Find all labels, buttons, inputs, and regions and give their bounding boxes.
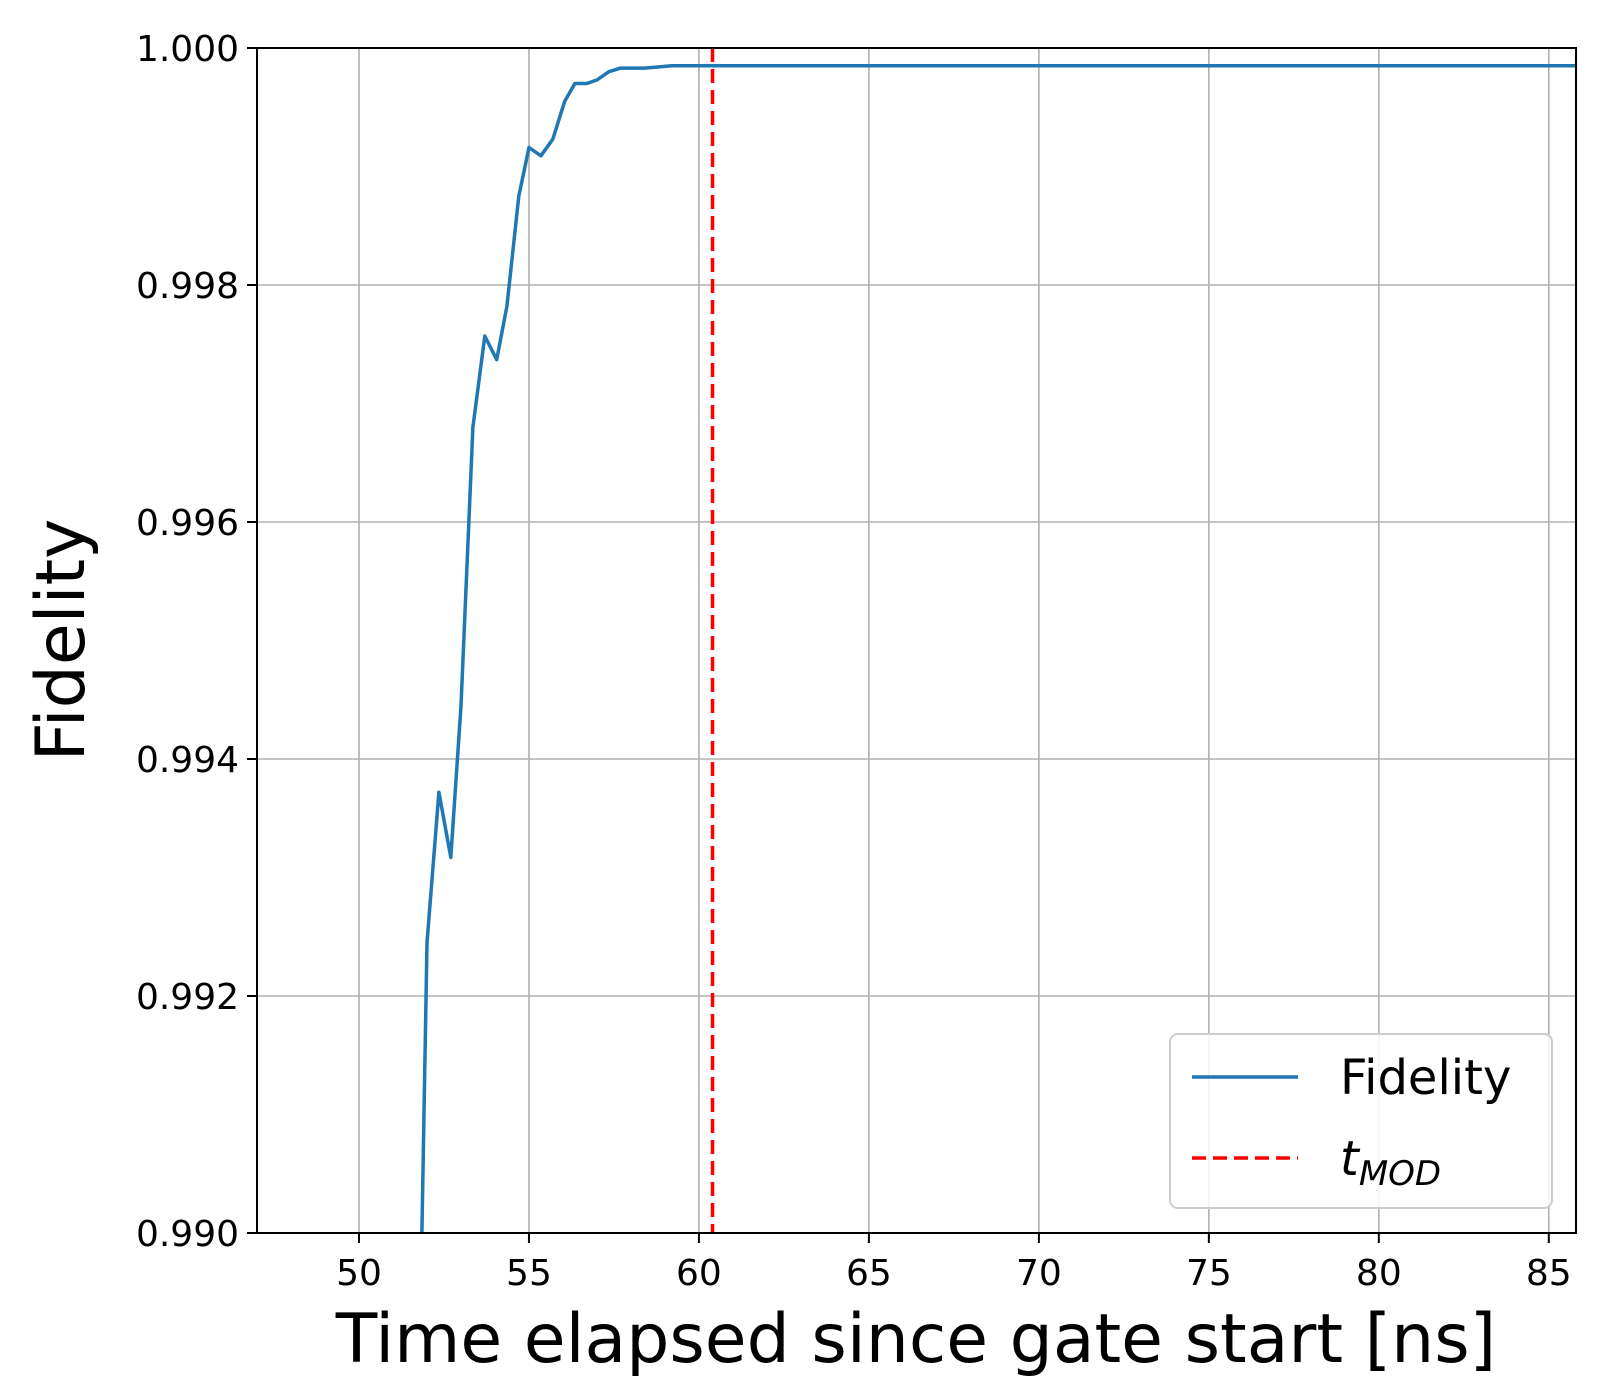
y-tick-label: 0.990 [136,1214,239,1255]
series-layer [420,48,1576,1234]
ticks: 50 55 60 65 70 75 80 85 0.990 0.992 0.994 0.996 0.99… [136,29,1572,1294]
y-axis-label: Fidelity [22,519,101,762]
y-tick-label: 0.994 [136,740,239,781]
x-tick-label: 55 [506,1253,552,1294]
legend: Fidelity tMOD [1169,1033,1553,1209]
x-tick-label: 85 [1526,1253,1572,1294]
y-tick-label: 0.998 [136,266,239,307]
legend-label-fidelity: Fidelity [1340,1050,1511,1106]
y-tick-label: 0.992 [136,977,239,1018]
y-tick-label: 1.000 [136,29,239,70]
x-axis-label: Time elapsed since gate start [ns] [335,1300,1496,1379]
x-tick-label: 60 [676,1253,722,1294]
x-tick-label: 75 [1186,1253,1232,1294]
x-tick-label: 70 [1016,1253,1062,1294]
series-line-fidelity [420,64,1576,1234]
legend-label-tmod-subscript: MOD [1359,1154,1441,1194]
plot-frame [256,47,1577,1234]
x-tick-label: 50 [336,1253,382,1294]
x-tick-label: 80 [1356,1253,1402,1294]
legend-label-tmod: tMOD [1340,1131,1441,1194]
x-tick-label: 65 [846,1253,892,1294]
legend-label-tmod-main: t [1340,1131,1361,1187]
y-tick-label: 0.996 [136,503,239,544]
